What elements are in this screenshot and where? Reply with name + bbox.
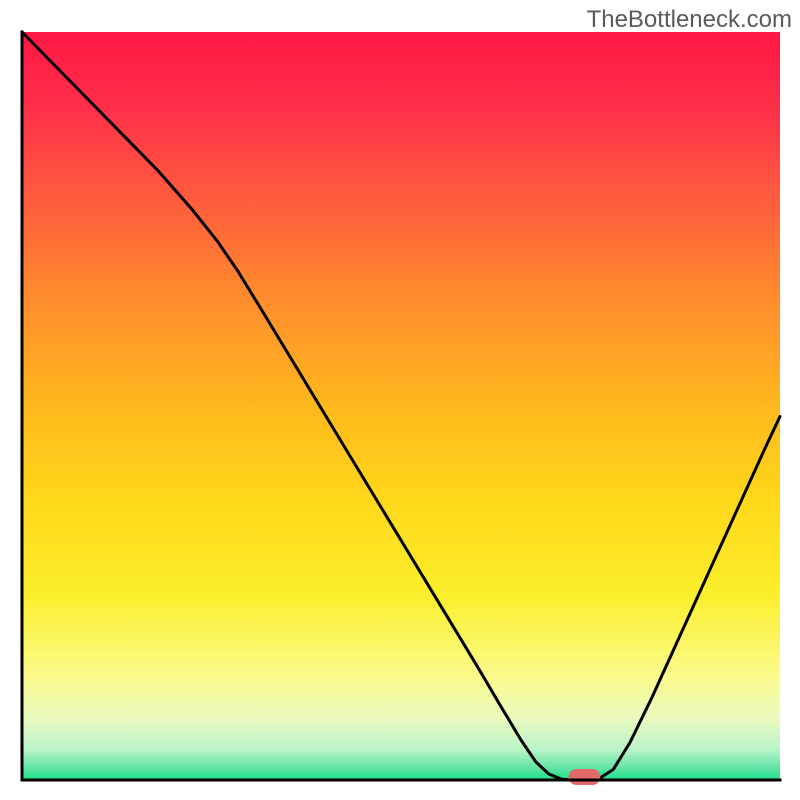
watermark-text: TheBottleneck.com: [587, 6, 792, 34]
optimum-marker: [568, 769, 600, 785]
bottleneck-chart: TheBottleneck.com: [0, 0, 800, 800]
chart-svg: [0, 0, 800, 800]
